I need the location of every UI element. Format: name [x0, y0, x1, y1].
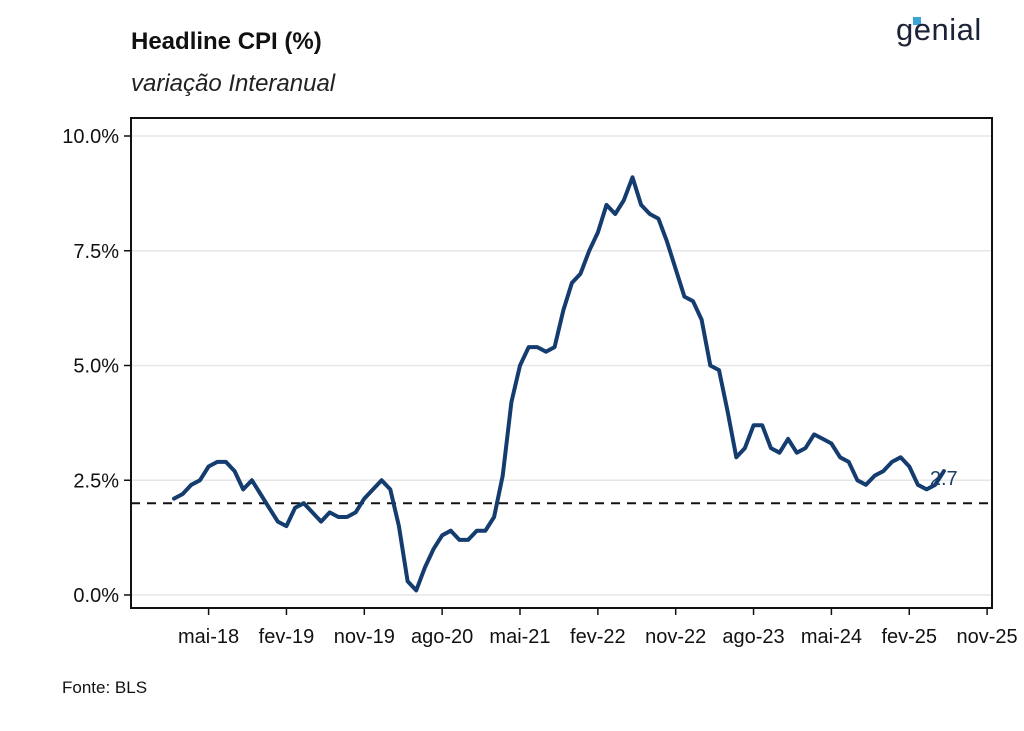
x-axis: mai-18 fev-19 nov-19 ago-20 mai-21 fev-22 nov-…: [178, 608, 1018, 648]
y-tick-label: 2.5%: [73, 470, 119, 492]
brand-logo: genial: [896, 12, 982, 47]
x-tick-label: nov-22: [645, 626, 706, 648]
chart-title: Headline CPI (%): [131, 28, 322, 55]
x-tick-label: fev-19: [259, 626, 315, 648]
plot-border: [130, 117, 993, 609]
cpi-series-line: [172, 175, 946, 593]
y-tick-label: 0.0%: [73, 585, 119, 607]
data-label-layer: 2.7: [930, 468, 958, 490]
x-tick-label: nov-19: [334, 626, 395, 648]
source-note: Fonte: BLS: [62, 678, 148, 697]
x-tick-label: fev-22: [570, 626, 626, 648]
x-tick-label: fev-25: [881, 626, 937, 648]
y-tick-label: 5.0%: [73, 356, 119, 378]
x-tick-label: nov-25: [957, 626, 1018, 648]
chart-subtitle: variação Interanual: [131, 70, 336, 97]
x-tick-label: ago-20: [411, 626, 473, 648]
y-tick-label: 10.0%: [62, 126, 119, 148]
brand-accent-icon: [913, 17, 921, 25]
x-tick-label: mai-24: [801, 626, 862, 648]
series-layer: [172, 175, 946, 593]
y-tick-label: 7.5%: [73, 241, 119, 263]
last-value-label: 2.7: [930, 468, 958, 490]
x-tick-label: mai-18: [178, 626, 239, 648]
grid-lines: [131, 135, 992, 596]
y-axis: 0.0% 2.5% 5.0% 7.5% 10.0%: [62, 126, 131, 607]
x-tick-label: mai-21: [489, 626, 550, 648]
x-tick-label: ago-23: [722, 626, 784, 648]
